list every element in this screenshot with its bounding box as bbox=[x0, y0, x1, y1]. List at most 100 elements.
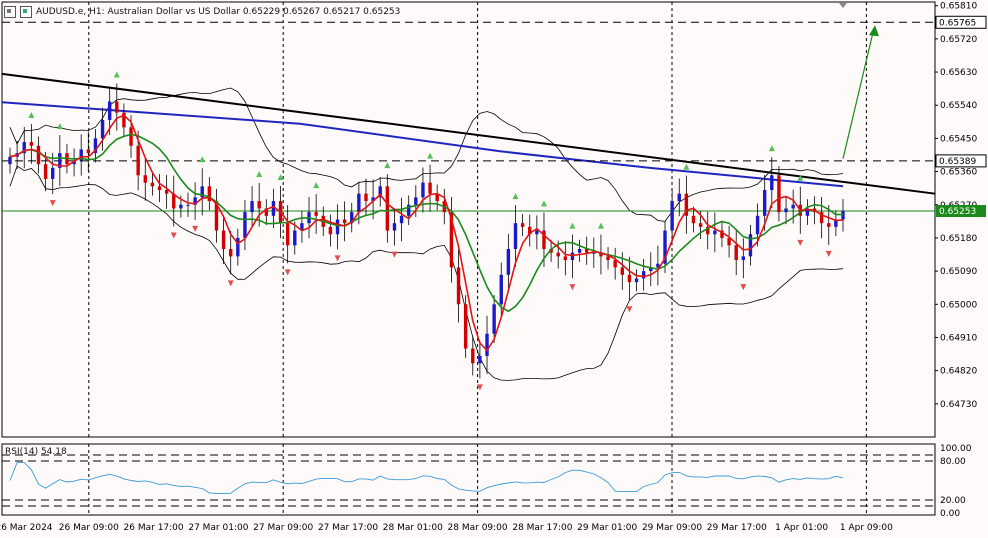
current-price-text: 0.65253 bbox=[939, 207, 976, 217]
bullish-candle bbox=[79, 149, 83, 161]
bearish-candle bbox=[115, 101, 119, 113]
one-click-trading-icon[interactable] bbox=[20, 6, 32, 18]
bullish-candle bbox=[22, 142, 26, 154]
fractal-up-arrow bbox=[277, 173, 284, 180]
bearish-candle bbox=[584, 248, 589, 253]
chart-menu-icon[interactable] bbox=[4, 6, 16, 18]
fractal-up-arrow bbox=[597, 222, 604, 229]
bullish-candle bbox=[748, 234, 753, 257]
x-tick-label: 27 Mar 01:00 bbox=[188, 523, 248, 533]
y-tick-label: 0.64910 bbox=[940, 333, 977, 343]
bullish-candle bbox=[392, 223, 397, 231]
bullish-candle bbox=[784, 208, 788, 213]
fractal-down-arrow bbox=[284, 269, 291, 276]
fractal-up-arrow bbox=[512, 193, 519, 200]
rsi-label: RSI(14) 54.18 bbox=[5, 447, 67, 457]
bearish-candle bbox=[606, 256, 610, 261]
fractal-down-arrow bbox=[227, 280, 234, 287]
bearish-candle bbox=[563, 256, 568, 261]
x-tick-label: 27 Mar 17:00 bbox=[318, 523, 378, 533]
bearish-candle bbox=[257, 201, 261, 209]
bullish-candle bbox=[300, 223, 304, 231]
bearish-candle bbox=[528, 226, 532, 235]
bearish-candle bbox=[720, 230, 724, 238]
x-tick-label: 26 Mar 09:00 bbox=[59, 523, 119, 533]
bullish-candle bbox=[663, 230, 667, 264]
long-moving-average bbox=[1, 101, 844, 188]
x-tick-label: 29 Mar 09:00 bbox=[642, 523, 702, 533]
bearish-candle bbox=[620, 267, 624, 275]
fractal-down-arrow bbox=[391, 251, 398, 258]
bullish-candle bbox=[414, 197, 418, 205]
bullish-candle bbox=[179, 204, 183, 209]
bollinger-lower-band bbox=[9, 165, 844, 381]
bullish-candle bbox=[805, 208, 810, 216]
bullish-candle bbox=[670, 201, 674, 231]
bearish-candle bbox=[542, 230, 546, 249]
bearish-candle bbox=[207, 186, 212, 202]
bullish-candle bbox=[485, 333, 489, 356]
fractal-up-arrow bbox=[28, 112, 35, 119]
price-label-box bbox=[935, 15, 987, 29]
fractal-up-arrow bbox=[427, 152, 434, 159]
bearish-candle bbox=[471, 348, 475, 364]
forecast-arrow-shaft bbox=[842, 28, 875, 159]
rsi-line bbox=[9, 462, 844, 495]
x-tick-label: 27 Mar 09:00 bbox=[253, 523, 313, 533]
fractal-down-arrow bbox=[334, 255, 341, 262]
fractal-down-arrow bbox=[49, 200, 56, 207]
bullish-candle bbox=[350, 212, 354, 224]
bullish-candle bbox=[378, 186, 382, 198]
x-tick-label: 1 Apr 01:00 bbox=[775, 523, 828, 533]
bearish-candle bbox=[328, 226, 333, 235]
fractal-down-arrow bbox=[476, 384, 483, 391]
bullish-candle bbox=[649, 267, 653, 272]
bullish-candle bbox=[243, 212, 247, 238]
y-tick-label: 0.65540 bbox=[940, 101, 977, 111]
fractal-up-arrow bbox=[797, 174, 804, 181]
rsi-y-tick-label: 100.00 bbox=[940, 444, 972, 454]
bearish-candle bbox=[827, 223, 831, 227]
symbol-description: Australian Dollar vs US Dollar bbox=[107, 7, 241, 17]
bullish-candle bbox=[762, 190, 767, 216]
bearish-candle bbox=[734, 245, 738, 261]
bearish-candle bbox=[129, 127, 133, 146]
y-tick-label: 0.65360 bbox=[940, 168, 977, 178]
fractal-up-arrow bbox=[256, 171, 263, 178]
bullish-candle bbox=[634, 278, 639, 283]
descending-trendline bbox=[1, 72, 936, 195]
y-tick-label: 0.65720 bbox=[940, 35, 977, 45]
y-tick-label: 0.65000 bbox=[940, 300, 977, 310]
fractal-down-arrow bbox=[569, 284, 576, 291]
bearish-candle bbox=[428, 182, 432, 194]
x-tick-label: 26 Mar 2024 bbox=[0, 523, 53, 533]
bullish-candle bbox=[713, 230, 717, 235]
bullish-candle bbox=[250, 201, 254, 213]
fractal-up-arrow bbox=[56, 123, 63, 130]
chart-shift-marker bbox=[839, 3, 847, 8]
bullish-candle bbox=[592, 252, 596, 254]
ohlc-values: 0.65229 0.65267 0.65217 0.65253 bbox=[242, 7, 401, 17]
fractal-up-arrow bbox=[199, 156, 206, 163]
fractal-up-arrow bbox=[569, 222, 576, 229]
bollinger-upper-band bbox=[9, 87, 844, 222]
current-price-box bbox=[936, 205, 986, 218]
bullish-candle bbox=[677, 193, 681, 202]
x-tick-label: 28 Mar 09:00 bbox=[448, 523, 508, 533]
bearish-candle bbox=[86, 149, 91, 154]
fractal-up-arrow bbox=[768, 145, 775, 152]
rsi-y-tick-label: 80.00 bbox=[940, 457, 966, 467]
bearish-candle bbox=[43, 164, 48, 179]
rsi-pane-border bbox=[1, 443, 936, 516]
fractal-down-arrow bbox=[797, 239, 804, 246]
bearish-candle bbox=[314, 212, 318, 216]
bearish-candle bbox=[435, 193, 439, 202]
fractal-down-arrow bbox=[740, 284, 747, 291]
price-label-text: 0.65389 bbox=[939, 157, 976, 167]
bearish-candle bbox=[364, 193, 368, 202]
chart-header: AUDUSD.e, H1: Australian Dollar vs US Do… bbox=[4, 5, 400, 19]
bullish-candle bbox=[186, 204, 190, 206]
bearish-candle bbox=[229, 248, 233, 257]
bullish-candle bbox=[293, 230, 297, 246]
